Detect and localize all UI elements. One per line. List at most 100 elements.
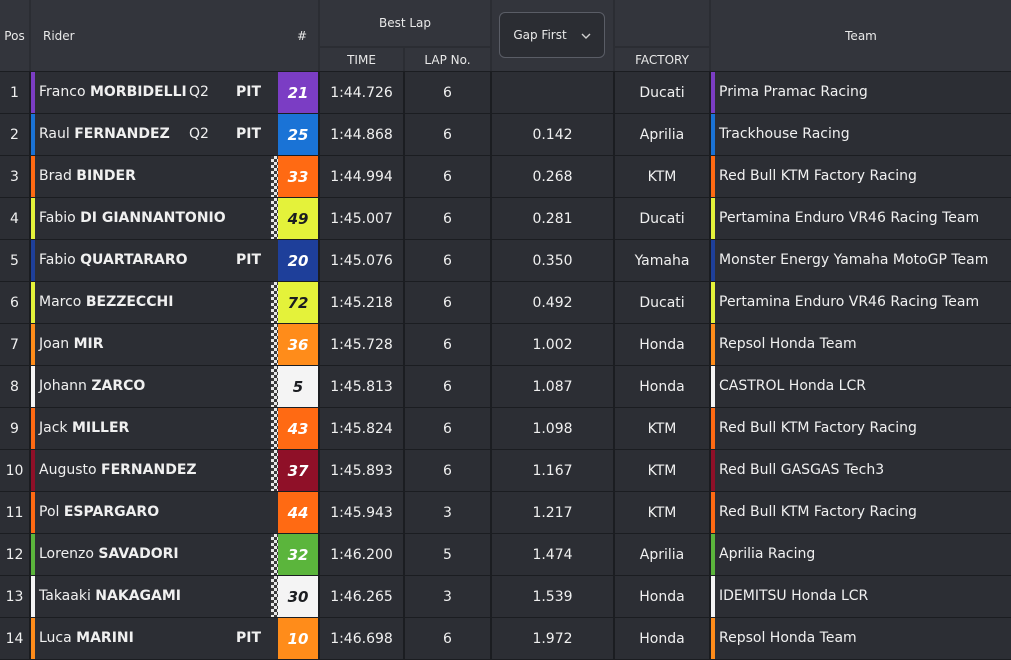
- row-position: 9: [0, 408, 29, 449]
- table-row[interactable]: 14 Luca MARINI PIT 10 1:46.698 6 1.972 Honda Rep…: [0, 618, 1011, 659]
- table-row[interactable]: 10 Augusto FERNANDEZ 37 1:45.893 6 1.167 KTM Re…: [0, 450, 1011, 491]
- rider-first-name: Brad: [39, 168, 72, 184]
- rider-cell: Fabio QUARTARARO PIT 20: [31, 240, 318, 281]
- team-name: Red Bull KTM Factory Racing: [719, 420, 917, 436]
- rider-cell: Pol ESPARGARO 44: [31, 492, 318, 533]
- team-color-bar: [711, 492, 715, 533]
- best-lap-time: 1:46.698: [320, 618, 403, 659]
- rider-first-name: Fabio: [39, 210, 76, 226]
- team-cell: IDEMITSU Honda LCR: [711, 576, 1011, 617]
- team-cell: Trackhouse Racing: [711, 114, 1011, 155]
- team-cell: Repsol Honda Team: [711, 618, 1011, 659]
- rider-cell: Marco BEZZECCHI 72: [31, 282, 318, 323]
- header-pos: Pos: [0, 0, 29, 71]
- gap-first: 1.098: [492, 408, 613, 449]
- rider-color-bar: [31, 240, 35, 281]
- table-row[interactable]: 13 Takaaki NAKAGAMI 30 1:46.265 3 1.539 Honda I…: [0, 576, 1011, 617]
- table-row[interactable]: 5 Fabio QUARTARARO PIT 20 1:45.076 6 0.350 Yama…: [0, 240, 1011, 281]
- table-header: Pos Rider # Best Lap TIME LAP No. Gap Fi…: [0, 0, 1011, 71]
- rider-first-name: Luca: [39, 630, 72, 646]
- gap-first: 0.281: [492, 198, 613, 239]
- gap-first: 1.539: [492, 576, 613, 617]
- table-row[interactable]: 2 Raul FERNANDEZ Q2 PIT 25 1:44.868 6 0.142 Apri…: [0, 114, 1011, 155]
- rider-color-bar: [31, 450, 35, 491]
- team-color-bar: [711, 534, 715, 575]
- rider-number: 49: [278, 198, 318, 239]
- rider-color-bar: [31, 408, 35, 449]
- q2-badge: Q2: [189, 126, 209, 142]
- rider-cell: Johann ZARCO 5: [31, 366, 318, 407]
- best-lap-number: 3: [405, 492, 490, 533]
- best-lap-number: 6: [405, 114, 490, 155]
- rider-name: Fabio DI GIANNANTONIO: [39, 210, 226, 226]
- rider-last-name: BEZZECCHI: [85, 294, 174, 310]
- checkered-flag-icon: [271, 324, 278, 365]
- team-color-bar: [711, 408, 715, 449]
- team-name: Red Bull KTM Factory Racing: [719, 168, 917, 184]
- table-row[interactable]: 8 Johann ZARCO 5 1:45.813 6 1.087 Honda CASTROL…: [0, 366, 1011, 407]
- table-row[interactable]: 11 Pol ESPARGARO 44 1:45.943 3 1.217 KTM Red Bu…: [0, 492, 1011, 533]
- pit-badge: PIT: [236, 126, 262, 142]
- rider-number: 20: [278, 240, 318, 281]
- header-time: TIME: [320, 48, 403, 71]
- rider-name: Joan MIR: [39, 336, 104, 352]
- gap-first-dropdown[interactable]: Gap First: [499, 12, 605, 58]
- checkered-flag-icon: [271, 156, 278, 197]
- checkered-flag-icon: [271, 282, 278, 323]
- best-lap-number: 6: [405, 282, 490, 323]
- best-lap-time: 1:44.868: [320, 114, 403, 155]
- table-row[interactable]: 4 Fabio DI GIANNANTONIO 49 1:45.007 6 0.281 Du…: [0, 198, 1011, 239]
- team-cell: Red Bull KTM Factory Racing: [711, 156, 1011, 197]
- rider-color-bar: [31, 114, 35, 155]
- header-number-label: #: [297, 28, 308, 43]
- rider-number: 72: [278, 282, 318, 323]
- gap-first: [492, 72, 613, 113]
- table-row[interactable]: 12 Lorenzo SAVADORI 32 1:46.200 5 1.474 Aprili…: [0, 534, 1011, 575]
- rider-name: Franco MORBIDELLI: [39, 84, 187, 100]
- team-name: Monster Energy Yamaha MotoGP Team: [719, 252, 989, 268]
- gap-first: 1.217: [492, 492, 613, 533]
- best-lap-time: 1:45.218: [320, 282, 403, 323]
- table-row[interactable]: 6 Marco BEZZECCHI 72 1:45.218 6 0.492 Ducati Pe…: [0, 282, 1011, 323]
- rider-first-name: Marco: [39, 294, 82, 310]
- team-name: Aprilia Racing: [719, 546, 816, 562]
- results-table: 1 Franco MORBIDELLI Q2 PIT 21 1:44.726 6 Ducati…: [0, 72, 1011, 660]
- team-color-bar: [711, 576, 715, 617]
- rider-number: 21: [278, 72, 318, 113]
- rider-color-bar: [31, 198, 35, 239]
- rider-cell: Joan MIR 36: [31, 324, 318, 365]
- rider-color-bar: [31, 534, 35, 575]
- rider-last-name: SAVADORI: [98, 546, 179, 562]
- team-name: Red Bull KTM Factory Racing: [719, 504, 917, 520]
- best-lap-number: 6: [405, 198, 490, 239]
- rider-number: 5: [278, 366, 318, 407]
- gap-first: 1.474: [492, 534, 613, 575]
- team-cell: CASTROL Honda LCR: [711, 366, 1011, 407]
- rider-color-bar: [31, 576, 35, 617]
- rider-last-name: ZARCO: [91, 378, 146, 394]
- rider-name: Raul FERNANDEZ: [39, 126, 170, 142]
- row-position: 1: [0, 72, 29, 113]
- rider-first-name: Jack: [39, 420, 68, 436]
- team-cell: Repsol Honda Team: [711, 324, 1011, 365]
- rider-cell: Franco MORBIDELLI Q2 PIT 21: [31, 72, 318, 113]
- row-position: 5: [0, 240, 29, 281]
- rider-last-name: MARINI: [76, 630, 134, 646]
- team-name: IDEMITSU Honda LCR: [719, 588, 869, 604]
- best-lap-number: 6: [405, 324, 490, 365]
- rider-cell: Brad BINDER 33: [31, 156, 318, 197]
- factory: Aprilia: [615, 534, 709, 575]
- gap-first: 0.142: [492, 114, 613, 155]
- table-row[interactable]: 9 Jack MILLER 43 1:45.824 6 1.098 KTM Red Bull …: [0, 408, 1011, 449]
- rider-color-bar: [31, 156, 35, 197]
- rider-number: 32: [278, 534, 318, 575]
- row-position: 8: [0, 366, 29, 407]
- rider-name: Pol ESPARGARO: [39, 504, 159, 520]
- factory: Honda: [615, 366, 709, 407]
- table-row[interactable]: 7 Joan MIR 36 1:45.728 6 1.002 Honda Repsol Hon…: [0, 324, 1011, 365]
- rider-last-name: BINDER: [76, 168, 136, 184]
- table-row[interactable]: 3 Brad BINDER 33 1:44.994 6 0.268 KTM Red Bull …: [0, 156, 1011, 197]
- table-row[interactable]: 1 Franco MORBIDELLI Q2 PIT 21 1:44.726 6 Ducati…: [0, 72, 1011, 113]
- factory: Honda: [615, 576, 709, 617]
- team-color-bar: [711, 450, 715, 491]
